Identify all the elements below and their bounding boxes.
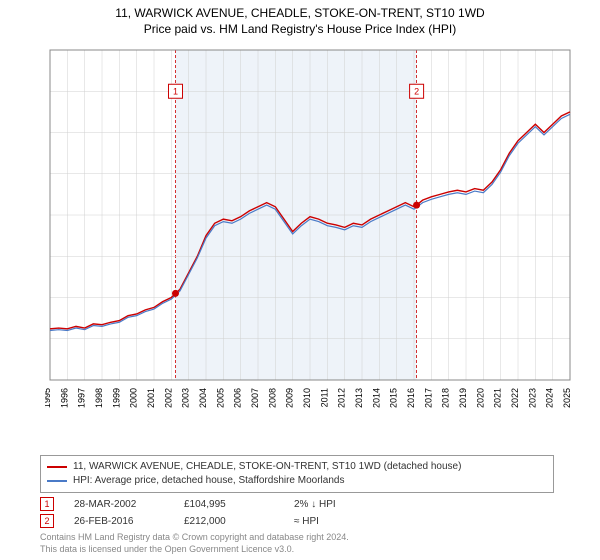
- license-line-2: This data is licensed under the Open Gov…: [40, 544, 560, 556]
- legend-box: 11, WARWICK AVENUE, CHEADLE, STOKE-ON-TR…: [40, 455, 554, 493]
- svg-text:1: 1: [173, 86, 178, 96]
- svg-text:2005: 2005: [215, 388, 225, 408]
- svg-text:2010: 2010: [302, 388, 312, 408]
- legend-label: HPI: Average price, detached house, Staf…: [73, 474, 344, 488]
- svg-text:2013: 2013: [354, 388, 364, 408]
- svg-text:2025: 2025: [562, 388, 572, 408]
- transaction-date: 26-FEB-2016: [74, 516, 164, 527]
- svg-text:2017: 2017: [423, 388, 433, 408]
- svg-text:2020: 2020: [475, 388, 485, 408]
- title-line-2: Price paid vs. HM Land Registry's House …: [0, 22, 600, 38]
- svg-text:2011: 2011: [319, 388, 329, 407]
- svg-text:2022: 2022: [510, 388, 520, 408]
- svg-text:1996: 1996: [59, 388, 69, 408]
- svg-text:2024: 2024: [545, 388, 555, 408]
- chart-footer: 11, WARWICK AVENUE, CHEADLE, STOKE-ON-TR…: [40, 455, 560, 555]
- svg-text:2000: 2000: [129, 388, 139, 408]
- svg-text:2004: 2004: [198, 388, 208, 408]
- svg-text:2015: 2015: [389, 388, 399, 408]
- legend-row: 11, WARWICK AVENUE, CHEADLE, STOKE-ON-TR…: [47, 460, 547, 474]
- svg-text:2021: 2021: [493, 388, 503, 408]
- license-line-1: Contains HM Land Registry data © Crown c…: [40, 532, 560, 544]
- transaction-price: £212,000: [184, 516, 274, 527]
- legend-row: HPI: Average price, detached house, Staf…: [47, 474, 547, 488]
- svg-text:2007: 2007: [250, 388, 260, 408]
- svg-text:2008: 2008: [267, 388, 277, 408]
- title-line-1: 11, WARWICK AVENUE, CHEADLE, STOKE-ON-TR…: [0, 6, 600, 22]
- svg-text:2002: 2002: [163, 388, 173, 408]
- transactions-list: 1 28-MAR-2002 £104,995 2% ↓ HPI 2 26-FEB-2016…: [40, 497, 560, 528]
- svg-text:2012: 2012: [337, 388, 347, 408]
- svg-text:2016: 2016: [406, 388, 416, 408]
- transaction-marker: 2: [40, 514, 54, 528]
- legend-label: 11, WARWICK AVENUE, CHEADLE, STOKE-ON-TR…: [73, 460, 461, 474]
- transaction-price: £104,995: [184, 499, 274, 510]
- license-text: Contains HM Land Registry data © Crown c…: [40, 532, 560, 555]
- svg-text:1998: 1998: [94, 388, 104, 408]
- svg-text:2018: 2018: [441, 388, 451, 408]
- svg-text:2006: 2006: [233, 388, 243, 408]
- chart-title: 11, WARWICK AVENUE, CHEADLE, STOKE-ON-TR…: [0, 0, 600, 37]
- svg-text:1999: 1999: [111, 388, 121, 408]
- transaction-delta: ≈ HPI: [294, 516, 384, 527]
- svg-text:2014: 2014: [371, 388, 381, 408]
- svg-text:2001: 2001: [146, 388, 156, 408]
- svg-text:2009: 2009: [285, 388, 295, 408]
- transaction-delta: 2% ↓ HPI: [294, 499, 384, 510]
- svg-text:2003: 2003: [181, 388, 191, 408]
- price-chart: £0£50K£100K£150K£200K£250K£300K£350K£400…: [45, 45, 580, 425]
- svg-text:1997: 1997: [77, 388, 87, 408]
- transaction-row: 2 26-FEB-2016 £212,000 ≈ HPI: [40, 514, 560, 528]
- transaction-row: 1 28-MAR-2002 £104,995 2% ↓ HPI: [40, 497, 560, 511]
- transaction-date: 28-MAR-2002: [74, 499, 164, 510]
- legend-swatch: [47, 466, 67, 468]
- svg-text:2023: 2023: [527, 388, 537, 408]
- svg-text:2019: 2019: [458, 388, 468, 408]
- transaction-marker: 1: [40, 497, 54, 511]
- svg-text:2: 2: [414, 86, 419, 96]
- legend-swatch: [47, 480, 67, 482]
- svg-text:1995: 1995: [45, 388, 52, 408]
